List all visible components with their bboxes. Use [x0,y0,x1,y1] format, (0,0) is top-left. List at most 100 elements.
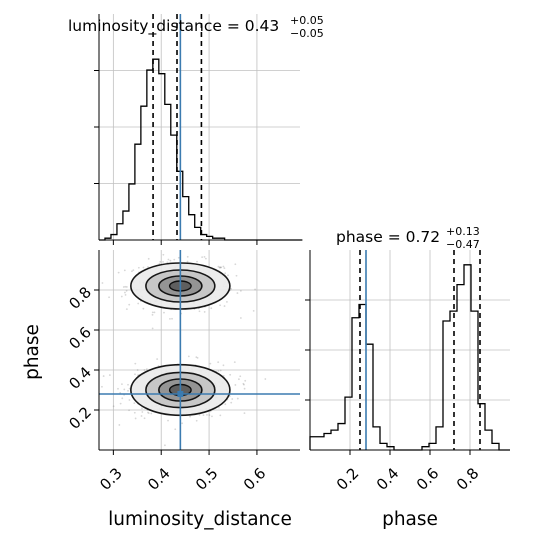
scatter-point [217,370,220,372]
scatter-point [198,413,201,416]
joint-injection-marker [177,391,184,397]
scatter-point [234,263,237,266]
scatter-point [151,313,154,316]
xtick-label-phase-0: 0.2 [333,464,363,494]
ylabel-phase: phase [22,324,43,380]
title-luminosity-distance-sub: −0.05 [290,27,324,40]
scatter-point [134,373,136,376]
scatter-point [218,406,220,409]
ytick-labels-joint: 0.2 0.4 0.6 0.8 [65,283,95,433]
scatter-point [125,286,128,288]
scatter-point [243,412,246,415]
scatter-point [147,266,149,268]
scatter-point [233,361,236,364]
scatter-point [147,412,150,414]
xtick-labels-phase: 0.2 0.4 0.6 0.8 [333,464,483,494]
scatter-point [208,414,211,416]
scatter-point [264,378,267,380]
scatter-point [229,373,232,376]
scatter-point [124,285,127,288]
scatter-point [156,358,159,360]
scatter-point [119,402,122,405]
xtick-labels-joint: 0.3 0.4 0.5 0.6 [96,464,269,494]
scatter-point [128,409,130,412]
xlabel-luminosity-distance: luminosity_distance [108,509,292,530]
scatter-point [134,417,137,420]
scatter-point [211,415,213,418]
scatter-point [196,356,199,359]
scatter-point [218,266,221,269]
scatter-point [153,311,156,314]
marginal-phase-axes [305,250,510,455]
scatter-point [236,292,239,294]
scatter-point [101,385,103,388]
ytick-label-phase-3: 0.8 [65,283,95,313]
scatter-point [86,271,88,273]
scatter-point [186,260,189,263]
scatter-point [243,387,246,390]
scatter-point [203,311,206,313]
scatter-point [224,272,227,275]
ytick-label-phase-2: 0.6 [65,323,95,353]
scatter-point [108,296,110,299]
scatter-point [181,422,184,425]
scatter-point [128,399,131,401]
scatter-point [210,307,213,310]
ytick-label-phase-1: 0.4 [65,363,95,393]
scatter-point [219,266,221,269]
scatter-point [217,361,220,364]
joint-axes [86,250,300,455]
scatter-point [131,270,133,273]
scatter-point [162,253,165,256]
scatter-point [243,383,245,386]
scatter-point [227,274,229,277]
scatter-point [125,308,128,311]
scatter-point [202,414,205,417]
scatter-point [222,364,225,367]
scatter-point [143,369,146,371]
scatter-point [167,258,170,261]
scatter-point [141,407,143,410]
scatter-point [206,413,208,416]
scatter-point [230,401,233,404]
scatter-point [231,398,234,400]
xtick-label-ld-1: 0.4 [144,464,174,494]
scatter-point [169,317,171,320]
ytick-label-phase-0: 0.2 [65,403,95,433]
scatter-point [220,266,222,269]
scatter-point [219,369,222,372]
scatter-point [171,317,173,320]
scatter-point [235,274,238,277]
scatter-point [219,266,222,269]
scatter-point [173,258,176,261]
scatter-point [174,428,177,431]
scatter-point [140,415,143,417]
scatter-point [219,304,222,307]
xtick-label-ld-2: 0.5 [192,464,222,494]
scatter-point [204,257,207,260]
scatter-point [136,369,139,371]
scatter-point [118,424,121,426]
scatter-point [125,289,128,292]
scatter-point [167,419,169,422]
xtick-label-phase-3: 0.8 [453,464,483,494]
scatter-point [150,412,153,415]
scatter-point [124,291,126,294]
scatter-point [201,256,204,259]
scatter-point [121,397,124,400]
scatter-point [122,286,125,288]
scatter-point [198,310,201,313]
scatter-point [177,256,180,259]
scatter-point [108,374,111,376]
scatter-point [127,383,129,386]
scatter-point [203,255,206,258]
title-luminosity-distance: luminosity_distance = 0.43 [68,17,279,36]
scatter-point [102,375,105,377]
xtick-label-ld-0: 0.3 [96,464,126,494]
scatter-point [142,307,145,310]
scatter-point [223,305,226,307]
scatter-point [124,294,127,296]
title-phase-sub: −0.47 [446,238,480,251]
scatter-point [112,405,115,408]
scatter-point [133,402,136,405]
